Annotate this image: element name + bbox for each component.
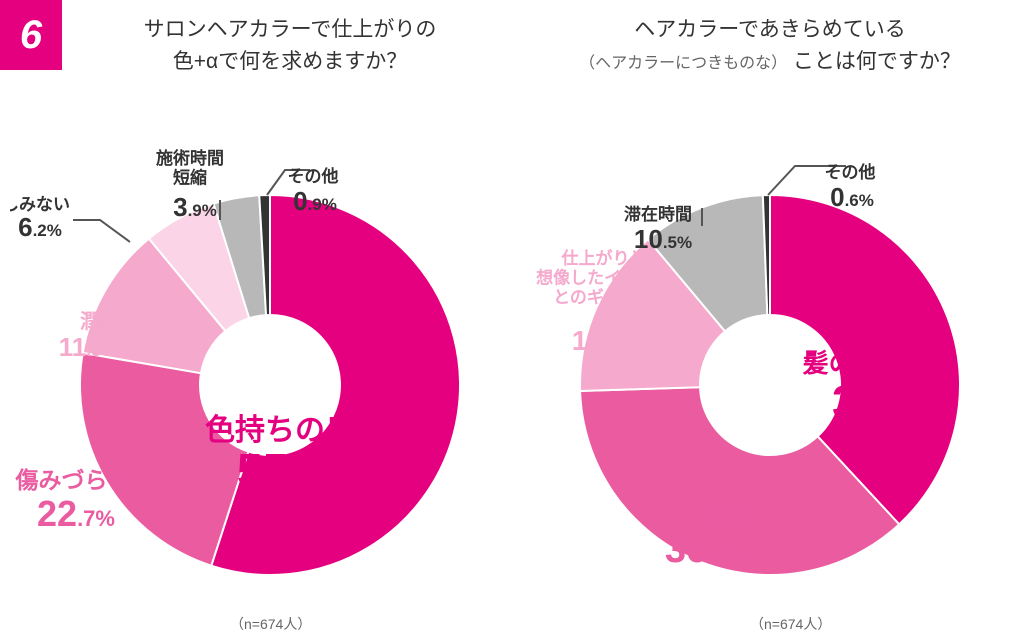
question-left-line1: サロンヘアカラーで仕上がりの: [144, 18, 437, 41]
question-right: ヘアカラーであきらめている （ヘアカラーにつきものな） ことは何ですか？: [530, 14, 1010, 77]
question-right-paren: （ヘアカラーにつきものな）: [579, 55, 787, 72]
leader-line: [73, 220, 130, 242]
slice-value: 0.9%: [293, 186, 337, 216]
slice-label: 傷みづらい: [15, 467, 131, 493]
slice-label: その他: [288, 166, 339, 186]
question-left: サロンヘアカラーで仕上がりの 色+αで何を求めますか？: [70, 14, 510, 77]
slice-label: 施術時間短縮: [156, 148, 224, 188]
section-number-badge: 6: [0, 0, 62, 70]
donut-chart-right: 髪のダメージ38.1%出費36.4%仕上がりと想像したイメージとのギャップ14.…: [520, 130, 1020, 600]
slice-value: 22.7%: [37, 493, 115, 534]
question-right-line1: ヘアカラーであきらめている: [634, 18, 906, 41]
question-right-tail: ことは何ですか？: [793, 50, 961, 73]
slice-label: 色持ちの良さ: [205, 413, 385, 447]
slice-label: 滞在時間: [624, 204, 692, 224]
slice-label: 髪のダメージ: [802, 348, 958, 378]
sample-size-right: （n=674人）: [750, 614, 831, 634]
slice-label: その他: [825, 162, 876, 182]
section-number: 6: [20, 13, 42, 58]
question-left-line2: 色+αで何を求めますか？: [173, 50, 407, 73]
slice-value: 3.9%: [173, 192, 217, 222]
sample-size-left: （n=674人）: [230, 614, 311, 634]
slice-label: 潤い: [80, 309, 120, 333]
slice-value: 0.6%: [830, 182, 874, 212]
slice-label: 出費: [708, 503, 756, 530]
slice-value: 6.2%: [18, 212, 62, 242]
donut-chart-left: 色持ちの良さ55.0%傷みづらい22.7%潤い11.3%しみない6.2%施術時間…: [10, 130, 510, 600]
